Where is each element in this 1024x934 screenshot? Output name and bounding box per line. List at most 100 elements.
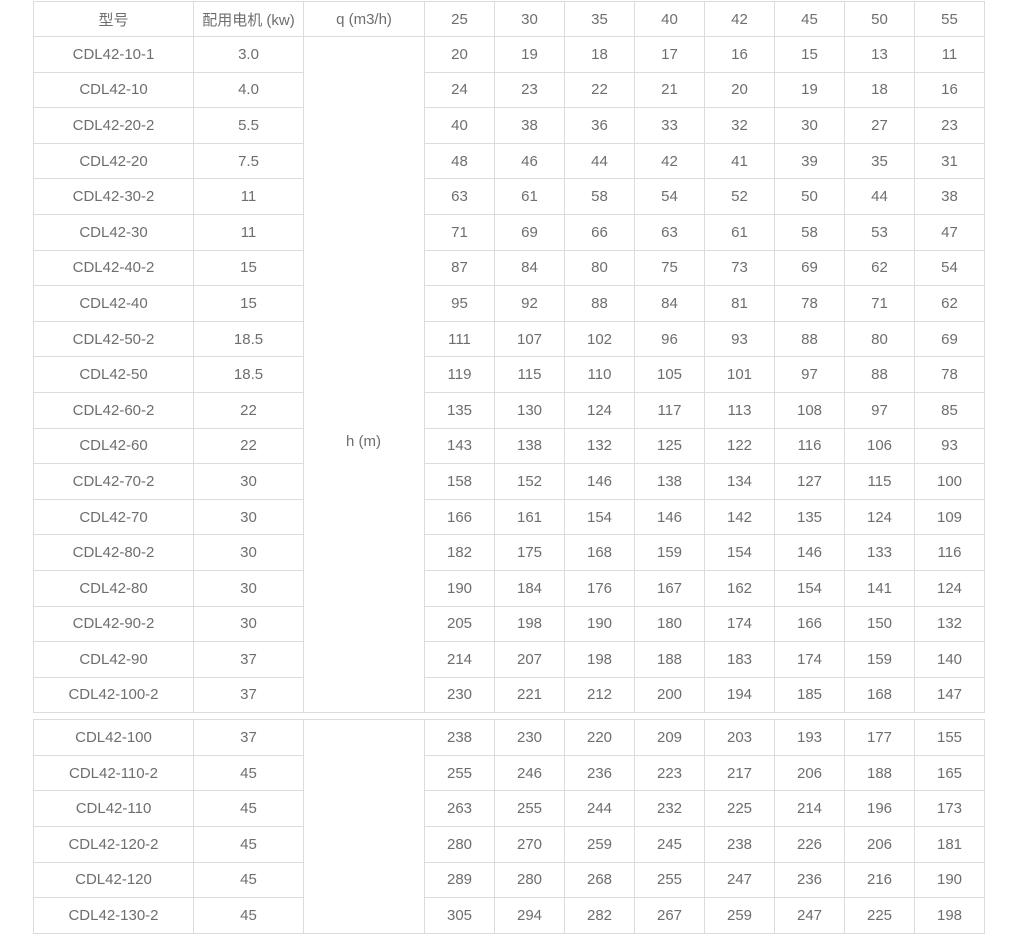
motor-power-cell: 15 xyxy=(193,285,304,322)
head-value-cell: 182 xyxy=(424,534,495,571)
motor-power-cell: 5.5 xyxy=(193,107,304,144)
head-value-cell: 305 xyxy=(424,897,495,934)
head-value-cell: 124 xyxy=(564,391,635,429)
head-value-cell: 132 xyxy=(564,427,635,465)
head-value-cell: 154 xyxy=(774,569,845,607)
model-cell: CDL42-60-2 xyxy=(33,391,194,429)
head-value-cell: 52 xyxy=(704,178,775,215)
model-cell: CDL42-20-2 xyxy=(33,107,194,144)
head-value-cell: 78 xyxy=(774,285,845,322)
head-value-cell: 93 xyxy=(914,427,985,465)
motor-power-cell: 22 xyxy=(193,427,304,465)
head-value-cell: 188 xyxy=(844,754,915,792)
head-value-cell: 80 xyxy=(564,249,635,287)
head-value-cell: 17 xyxy=(634,36,705,73)
head-value-cell: 154 xyxy=(564,498,635,536)
head-value-cell: 176 xyxy=(564,569,635,607)
head-value-cell: 95 xyxy=(424,285,495,322)
head-value-cell: 193 xyxy=(774,719,845,756)
head-value-cell: 88 xyxy=(564,285,635,322)
head-value-cell: 80 xyxy=(844,320,915,358)
head-value-cell: 216 xyxy=(844,861,915,899)
head-value-cell: 220 xyxy=(564,719,635,756)
header-cell-flow: q (m3/h) xyxy=(303,1,425,37)
head-value-cell: 165 xyxy=(914,754,985,792)
head-value-cell: 71 xyxy=(424,213,495,251)
head-value-cell: 87 xyxy=(424,249,495,287)
head-value-cell: 200 xyxy=(634,676,705,714)
head-value-cell: 232 xyxy=(634,790,705,828)
motor-power-cell: 4.0 xyxy=(193,71,304,109)
head-value-cell: 166 xyxy=(774,605,845,643)
head-value-cell: 214 xyxy=(774,790,845,828)
head-value-cell: 143 xyxy=(424,427,495,465)
head-value-cell: 198 xyxy=(914,897,985,934)
model-cell: CDL42-20 xyxy=(33,142,194,180)
head-value-cell: 119 xyxy=(424,356,495,393)
head-value-cell: 155 xyxy=(914,719,985,756)
head-value-cell: 181 xyxy=(914,826,985,863)
motor-power-cell: 45 xyxy=(193,897,304,934)
head-value-cell: 69 xyxy=(494,213,565,251)
table-row: CDL42-60 22 143 138 132 125 122 116 106 93 xyxy=(33,427,985,465)
model-cell: CDL42-10 xyxy=(33,71,194,109)
table-row: CDL42-110-2 45 255 246 236 223 217 206 188 165 xyxy=(33,754,985,792)
head-value-cell: 109 xyxy=(914,498,985,536)
head-value-cell: 38 xyxy=(914,178,985,215)
head-value-cell: 203 xyxy=(704,719,775,756)
head-value-cell: 134 xyxy=(704,463,775,500)
table-row: CDL42-30 11 71 69 66 63 61 58 53 47 xyxy=(33,213,985,251)
table-row: CDL42-100 37 238 230 220 209 203 193 177 155 xyxy=(33,719,985,934)
model-cell: CDL42-80-2 xyxy=(33,534,194,571)
motor-power-cell: 45 xyxy=(193,861,304,899)
head-value-cell: 282 xyxy=(564,897,635,934)
head-value-cell: 85 xyxy=(914,391,985,429)
pump-spec-section: 型号 配用电机 (kw) q (m3/h) 25 30 35 40 42 45 50 55 CDL4… xyxy=(33,1,985,934)
head-value-cell: 124 xyxy=(914,569,985,607)
head-value-cell: 168 xyxy=(564,534,635,571)
head-value-cell: 84 xyxy=(634,285,705,322)
model-cell: CDL42-100-2 xyxy=(33,676,194,714)
table-row: CDL42-50 18.5 119 115 110 105 101 97 88 78 xyxy=(33,356,985,393)
head-value-cell: 62 xyxy=(914,285,985,322)
model-cell: CDL42-120-2 xyxy=(33,826,194,863)
head-value-cell: 159 xyxy=(634,534,705,571)
head-value-cell: 40 xyxy=(424,107,495,144)
head-value-cell: 61 xyxy=(494,178,565,215)
head-value-cell: 116 xyxy=(774,427,845,465)
head-value-cell: 198 xyxy=(564,641,635,678)
header-cell-q-value: 40 xyxy=(634,1,705,37)
head-value-cell: 175 xyxy=(494,534,565,571)
head-value-cell: 127 xyxy=(774,463,845,500)
head-value-cell: 97 xyxy=(844,391,915,429)
head-value-cell: 53 xyxy=(844,213,915,251)
head-value-cell: 71 xyxy=(844,285,915,322)
head-value-cell: 141 xyxy=(844,569,915,607)
head-value-cell: 146 xyxy=(634,498,705,536)
head-value-cell: 50 xyxy=(774,178,845,215)
head-value-cell: 27 xyxy=(844,107,915,144)
head-value-cell: 48 xyxy=(424,142,495,180)
head-value-cell: 162 xyxy=(704,569,775,607)
head-value-cell: 238 xyxy=(704,826,775,863)
table-row: CDL42-70-2 30 158 152 146 138 134 127 115 100 xyxy=(33,463,985,500)
head-value-cell: 35 xyxy=(844,142,915,180)
motor-power-cell: 11 xyxy=(193,178,304,215)
motor-power-cell: 30 xyxy=(193,498,304,536)
head-value-cell: 190 xyxy=(914,861,985,899)
head-value-cell: 190 xyxy=(564,605,635,643)
head-value-cell: 115 xyxy=(844,463,915,500)
head-value-cell: 16 xyxy=(914,71,985,109)
head-value-cell: 122 xyxy=(704,427,775,465)
head-value-cell: 58 xyxy=(564,178,635,215)
motor-power-cell: 22 xyxy=(193,391,304,429)
head-value-cell: 255 xyxy=(634,861,705,899)
motor-power-cell: 18.5 xyxy=(193,356,304,393)
table-row: CDL42-120-2 45 280 270 259 245 238 226 206 181 xyxy=(33,826,985,863)
head-value-cell: 138 xyxy=(634,463,705,500)
header-cell-q-value: 50 xyxy=(844,1,915,37)
model-cell: CDL42-30 xyxy=(33,213,194,251)
head-value-cell: 63 xyxy=(634,213,705,251)
head-value-cell: 46 xyxy=(494,142,565,180)
head-value-cell: 106 xyxy=(844,427,915,465)
